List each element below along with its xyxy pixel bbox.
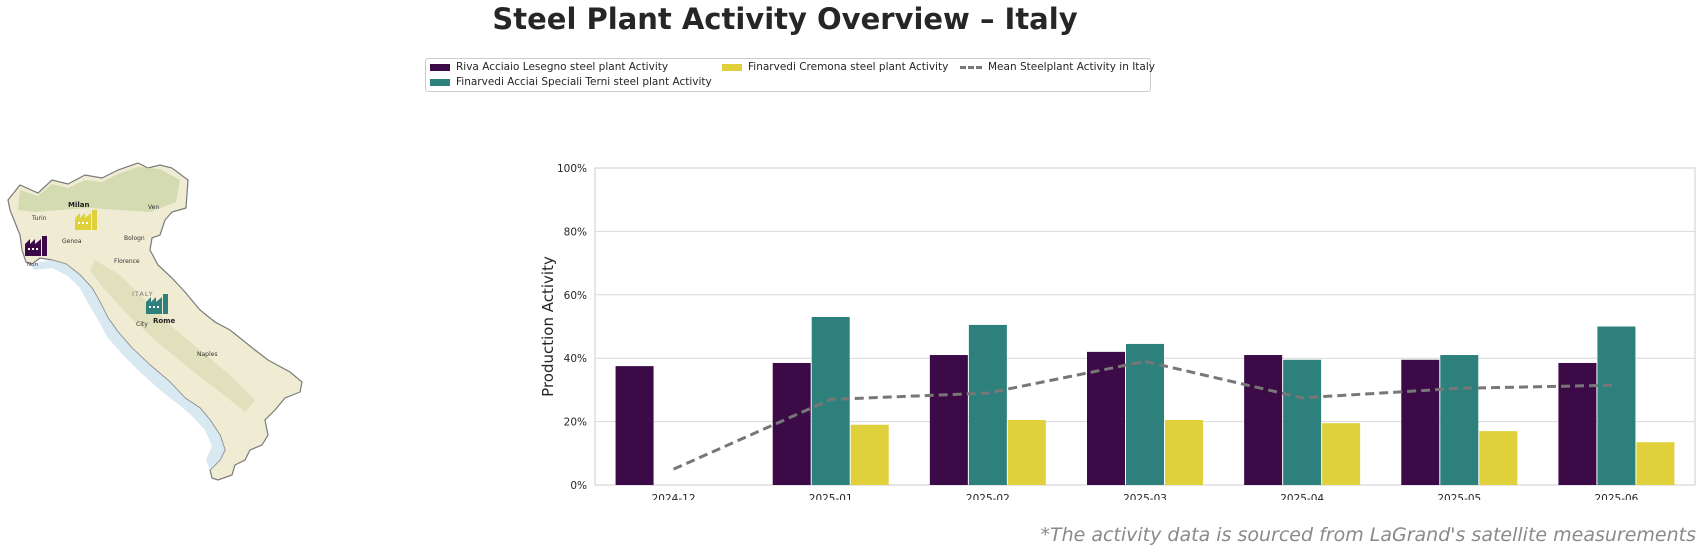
map-label-non: Non xyxy=(27,262,38,268)
map-label-turin: Turin xyxy=(31,215,47,222)
legend-item-cremona: Finarvedi Cremona steel plant Activity xyxy=(722,61,948,73)
y-tick-label: 20% xyxy=(564,417,587,429)
y-tick-label: 100% xyxy=(557,163,587,175)
bar-1-2025-03 xyxy=(1126,343,1164,485)
y-tick-label: 40% xyxy=(564,353,587,365)
map-label-ven: Ven xyxy=(148,204,159,211)
y-tick-label: 0% xyxy=(570,480,587,492)
factory-icon-cremona xyxy=(75,210,97,230)
bar-0-2025-05 xyxy=(1401,359,1440,485)
legend-swatch-terni xyxy=(430,78,450,86)
bar-1-2025-02 xyxy=(968,324,1007,485)
bar-2-2025-03 xyxy=(1165,420,1203,485)
bar-1-2025-06 xyxy=(1597,326,1636,485)
legend-label-riva: Riva Acciaio Lesegno steel plant Activit… xyxy=(456,61,669,73)
bar-0-2025-03 xyxy=(1087,351,1125,485)
alps-shading xyxy=(18,167,180,212)
x-tick-label: 2025-05 xyxy=(1437,493,1481,500)
legend-swatch-cremona xyxy=(722,63,742,71)
bar-0-2025-02 xyxy=(929,355,968,485)
apennines-shading xyxy=(90,260,255,412)
legend-item-terni: Finarvedi Acciai Speciali Terni steel pl… xyxy=(430,76,712,88)
x-tick-label: 2024-12 xyxy=(652,493,696,500)
chart-title: Steel Plant Activity Overview – Italy xyxy=(492,2,1078,36)
bar-2-2025-02 xyxy=(1007,420,1046,485)
map-label-bologna: Bologn xyxy=(124,235,145,242)
legend-label-terni: Finarvedi Acciai Speciali Terni steel pl… xyxy=(456,76,712,88)
y-tick-label: 60% xyxy=(564,290,587,302)
factory-icon-riva xyxy=(25,236,47,256)
map-label-genoa: Genoa xyxy=(62,238,82,245)
chart-legend: Riva Acciaio Lesegno steel plant Activit… xyxy=(425,58,1155,92)
bar-chart-svg: 0% 20% 40% 60% 80% 100% Production Activity 202… xyxy=(539,163,1696,505)
bar-0-2025-04 xyxy=(1244,355,1283,485)
map-label-milan: Milan xyxy=(68,201,89,209)
bar-0-2025-06 xyxy=(1558,362,1597,485)
factory-icon-terni xyxy=(146,294,168,314)
x-tick-label: 2025-04 xyxy=(1280,493,1324,500)
bar-2-2025-05 xyxy=(1479,431,1518,485)
italy-map-svg: Turin Milan Ven Genoa Bologn Florence No… xyxy=(7,162,303,481)
map-label-city: City xyxy=(136,321,148,328)
legend-label-mean: Mean Steelplant Activity in Italy xyxy=(988,61,1155,73)
source-footnote: *The activity data is sourced from LaGra… xyxy=(1040,524,1696,546)
x-tick-label: 2025-01 xyxy=(809,493,853,500)
bar-chart: 0% 20% 40% 60% 80% 100% Production Activity 202… xyxy=(520,150,1702,505)
x-tick-label: 2025-06 xyxy=(1594,493,1638,500)
bar-1-2025-04 xyxy=(1283,359,1322,485)
bar-2-2025-04 xyxy=(1322,423,1361,485)
map-label-florence: Florence xyxy=(114,258,140,265)
italy-map: Turin Milan Ven Genoa Bologn Florence No… xyxy=(0,160,330,500)
bar-0-2024-12 xyxy=(615,366,654,485)
x-tick-label: 2025-02 xyxy=(966,493,1010,500)
bar-2-2025-06 xyxy=(1636,442,1675,485)
legend-label-cremona: Finarvedi Cremona steel plant Activity xyxy=(748,61,949,73)
y-tick-label: 80% xyxy=(564,226,587,238)
map-label-naples: Naples xyxy=(197,351,217,358)
x-tick-label: 2025-03 xyxy=(1123,493,1167,500)
legend-swatch-riva xyxy=(430,63,450,71)
mean-activity-line xyxy=(672,359,1617,471)
y-axis-label: Production Activity xyxy=(539,256,557,397)
bar-2-2025-01 xyxy=(850,424,889,485)
map-label-rome: Rome xyxy=(153,317,175,325)
legend-dash-mean xyxy=(960,65,982,69)
bar-1-2025-05 xyxy=(1440,355,1479,485)
legend-item-riva: Riva Acciaio Lesegno steel plant Activit… xyxy=(430,61,668,73)
legend-item-mean: Mean Steelplant Activity in Italy xyxy=(960,61,1155,73)
map-label-italy: ITALY xyxy=(132,290,154,298)
